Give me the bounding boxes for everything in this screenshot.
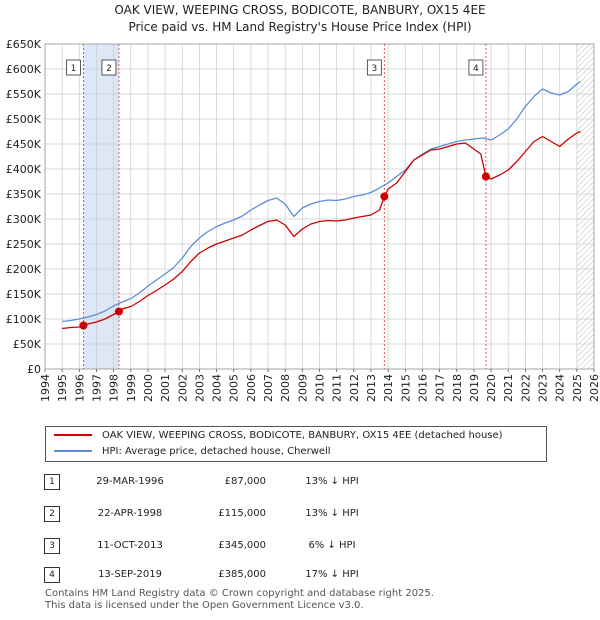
x-tick-label: 2008 [279, 374, 292, 402]
x-tick-label: 1995 [56, 374, 69, 402]
sale-number-badge: 4 [44, 567, 60, 583]
sale-label-box [101, 59, 117, 76]
legend-item-property: OAK VIEW, WEEPING CROSS, BODICOTE, BANBU… [54, 428, 503, 444]
sale-hpi-delta: 13% ↓ HPI [305, 508, 359, 519]
sale-point [481, 172, 490, 181]
x-tick-label: 2003 [193, 374, 206, 402]
sale-date: 29-MAR-1996 [96, 476, 164, 487]
y-tick-label: £150K [6, 288, 42, 301]
legend-swatch-property [54, 434, 92, 436]
x-tick-label: 1994 [39, 374, 52, 402]
x-tick-label: 2019 [468, 374, 481, 402]
chart-title-line2: Price paid vs. HM Land Registry's House … [128, 20, 472, 34]
sale-date: 22-APR-1998 [97, 508, 163, 519]
sale-hpi-delta: 6% ↓ HPI [308, 540, 356, 551]
forecast-hatch [576, 44, 594, 369]
sale-hpi-delta: 13% ↓ HPI [305, 476, 359, 487]
legend: OAK VIEW, WEEPING CROSS, BODICOTE, BANBU… [45, 426, 547, 462]
sale-hpi-delta: 17% ↓ HPI [305, 569, 359, 580]
x-tick-label: 2015 [399, 374, 412, 402]
y-tick-label: £500K [6, 113, 42, 126]
x-tick-label: 2000 [142, 374, 155, 402]
table-row: 1 29-MAR-1996 £87,000 13% ↓ HPI [0, 473, 600, 491]
x-tick-label: 2024 [554, 374, 567, 402]
table-row: 3 11-OCT-2013 £345,000 6% ↓ HPI [0, 537, 600, 555]
sale-label-number: 1 [71, 64, 77, 74]
sale-label-box [66, 59, 81, 76]
sale-price: £87,000 [224, 476, 266, 487]
footer-copyright: Contains HM Land Registry data © Crown c… [45, 588, 434, 599]
sale-label-box [468, 59, 484, 76]
x-tick-label: 2013 [365, 374, 378, 402]
sale-price: £385,000 [218, 569, 266, 580]
x-tick-label: 2018 [451, 374, 464, 402]
x-tick-label: 2002 [176, 374, 189, 402]
x-tick-label: 2006 [245, 374, 258, 402]
table-row: 2 22-APR-1998 £115,000 13% ↓ HPI [0, 505, 600, 523]
y-tick-label: £300K [6, 213, 42, 226]
y-tick-label: £400K [6, 163, 42, 176]
legend-label-hpi: HPI: Average price, detached house, Cher… [102, 446, 331, 457]
sale-label-number: 2 [106, 64, 112, 74]
x-tick-label: 2012 [348, 374, 361, 402]
y-tick-label: £350K [6, 188, 42, 201]
sale-point [114, 307, 123, 316]
legend-label-property: OAK VIEW, WEEPING CROSS, BODICOTE, BANBU… [102, 430, 503, 441]
sale-label-box [366, 59, 382, 76]
sale-number-badge: 3 [44, 538, 60, 554]
table-row: 4 13-SEP-2019 £385,000 17% ↓ HPI [0, 566, 600, 584]
sale-number-badge: 2 [44, 506, 60, 522]
y-tick-label: £50K [13, 338, 42, 351]
x-tick-label: 2025 [571, 374, 584, 402]
sale-point [79, 321, 88, 330]
x-tick-label: 2004 [211, 374, 224, 402]
x-tick-label: 2005 [228, 374, 241, 402]
x-tick-label: 2011 [331, 374, 344, 402]
sale-price: £345,000 [218, 540, 266, 551]
x-tick-label: 2021 [502, 374, 515, 402]
x-tick-label: 2009 [296, 374, 309, 402]
hpi-series-line [62, 80, 581, 323]
x-tick-label: 2026 [588, 374, 600, 402]
legend-swatch-hpi [54, 450, 92, 452]
y-tick-label: £450K [6, 138, 42, 151]
sale-number-badge: 1 [44, 474, 60, 490]
sale-date: 13-SEP-2019 [98, 569, 162, 580]
y-tick-label: £650K [6, 38, 42, 51]
y-tick-label: £600K [6, 63, 42, 76]
x-tick-label: 1997 [90, 374, 103, 402]
property-series-line [62, 130, 581, 330]
x-tick-label: 2010 [314, 374, 327, 402]
price-chart: £0 £50K £100K £150K £200K £250K £300K £350K £400… [6, 38, 600, 402]
y-tick-label: £250K [6, 238, 42, 251]
sale-label-number: 3 [371, 64, 377, 74]
sale-point [380, 192, 389, 201]
y-tick-label: £100K [6, 313, 42, 326]
x-tick-label: 2020 [485, 374, 498, 402]
x-tick-label: 2017 [434, 374, 447, 402]
x-tick-label: 2001 [159, 374, 172, 402]
y-tick-label: £200K [6, 263, 42, 276]
x-tick-label: 2014 [382, 374, 395, 402]
x-tick-label: 1996 [73, 374, 86, 402]
x-tick-label: 1998 [108, 374, 121, 402]
chart-title-line1: OAK VIEW, WEEPING CROSS, BODICOTE, BANBU… [114, 3, 486, 17]
footer: Contains HM Land Registry data © Crown c… [45, 588, 434, 612]
x-tick-label: 2016 [416, 374, 429, 402]
sale-date: 11-OCT-2013 [97, 540, 163, 551]
x-tick-label: 2022 [519, 374, 532, 402]
x-tick-label: 2007 [262, 374, 275, 402]
x-tick-label: 1999 [125, 374, 138, 402]
legend-item-hpi: HPI: Average price, detached house, Cher… [54, 444, 331, 460]
footer-licence: This data is licensed under the Open Gov… [45, 600, 364, 611]
y-tick-label: £0 [27, 363, 41, 376]
x-tick-label: 2023 [537, 374, 550, 402]
y-tick-label: £550K [6, 88, 42, 101]
sale-price: £115,000 [218, 508, 266, 519]
sale-label-number: 4 [473, 64, 479, 74]
